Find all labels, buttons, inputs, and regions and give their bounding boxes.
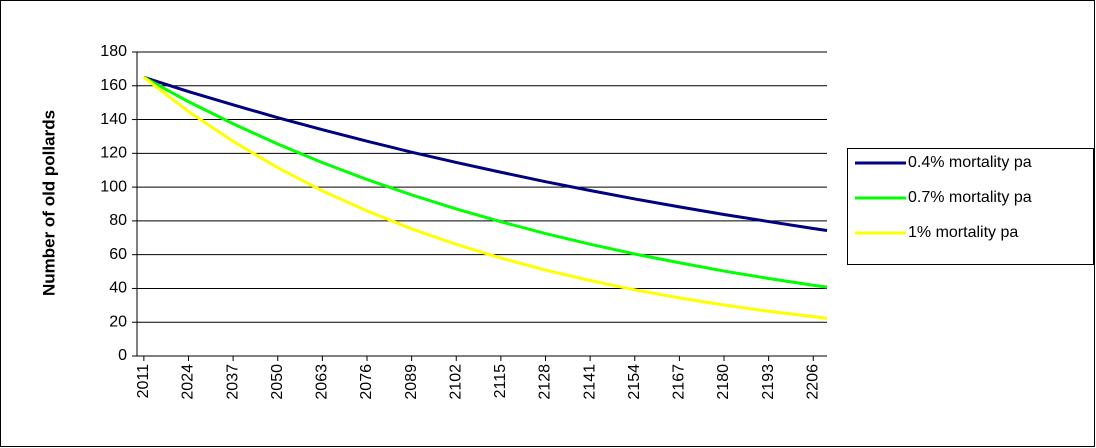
x-tick-label: 2037 [224,364,241,400]
x-tick-label: 2193 [760,364,777,400]
series-line [143,76,828,289]
x-tick-label: 2024 [180,364,197,400]
x-tick-label: 2050 [269,364,286,400]
x-tick-label: 2102 [447,364,464,400]
x-tick-label: 2011 [135,364,152,399]
y-tick-label: 180 [100,43,127,60]
y-tick-label: 20 [109,313,127,330]
legend-label: 1% mortality pa [908,224,1018,241]
x-tick-label: 2089 [403,364,420,400]
y-tick-label: 160 [100,77,127,94]
x-tick-label: 2206 [804,364,821,400]
x-tick-label: 2154 [626,364,643,400]
y-tick-label: 60 [109,246,127,263]
x-tick-label: 2141 [581,364,598,400]
legend-label: 0.4% mortality pa [908,154,1032,171]
y-tick-label: 40 [109,280,127,297]
x-tick-label: 2115 [492,364,509,399]
y-tick-label: 120 [100,145,127,162]
x-tick-label: 2180 [715,364,732,400]
series-line [142,76,828,320]
y-tick-label: 100 [100,178,127,195]
y-tick-label: 80 [109,212,127,229]
y-tick-label: 140 [100,111,127,128]
legend-label: 0.7% mortality pa [908,189,1032,206]
series-line [143,75,828,232]
x-tick-label: 2128 [537,364,554,400]
y-tick-label: 0 [118,347,127,364]
x-tick-label: 2167 [671,364,688,400]
legend: 0.4% mortality pa 0.7% mortality pa 1% mor… [847,148,1094,265]
x-tick-label: 2063 [314,364,331,400]
y-axis-title: Number of old pollards [39,110,58,296]
x-tick-label: 2076 [358,364,375,400]
legend-frame [847,148,1094,265]
